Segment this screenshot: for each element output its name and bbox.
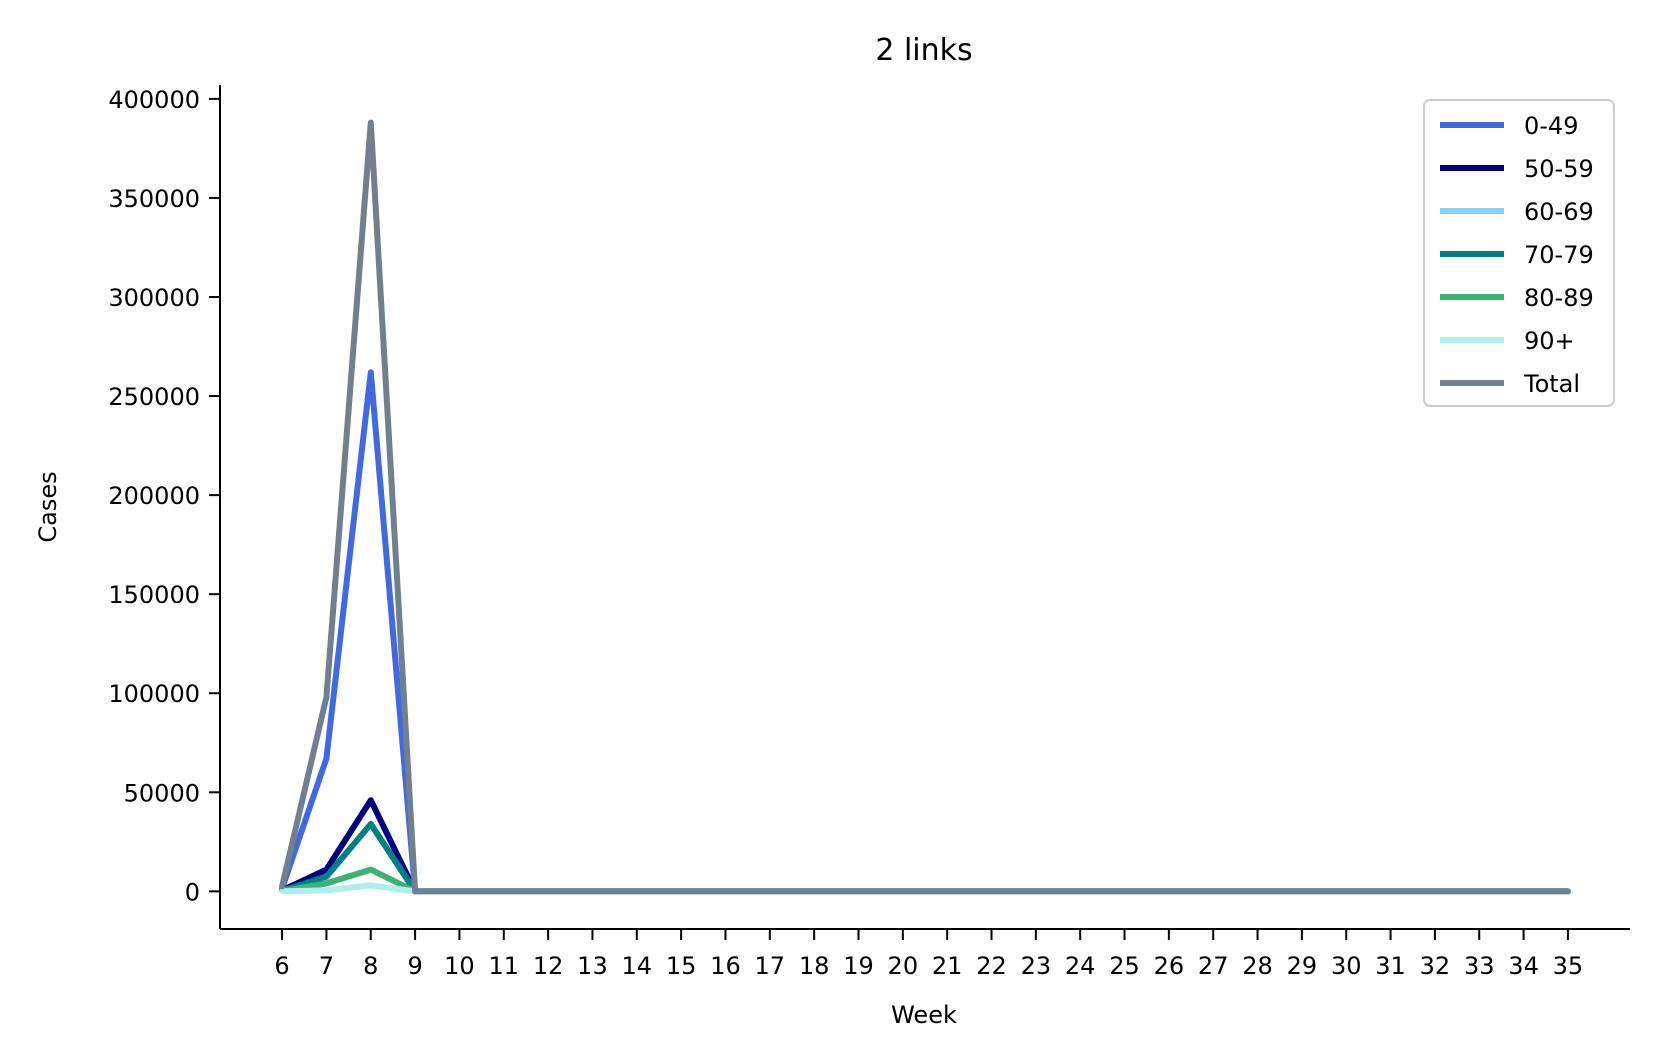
x-tick-label: 10	[444, 952, 475, 980]
x-tick-label: 12	[533, 952, 564, 980]
x-tick-label: 8	[363, 952, 378, 980]
legend: 0-49 50-59 60-69 70-79 80-89 90+ Total	[1423, 99, 1615, 407]
y-tick-label: 350000	[108, 185, 200, 213]
y-tick-label: 400000	[108, 86, 200, 114]
x-tick-label: 30	[1331, 952, 1362, 980]
legend-label: 70-79	[1524, 241, 1594, 269]
x-tick-label: 33	[1464, 952, 1495, 980]
legend-label: 80-89	[1524, 284, 1594, 312]
x-tick-label: 34	[1508, 952, 1539, 980]
x-tick-label: 32	[1420, 952, 1451, 980]
x-tick-label: 23	[1021, 952, 1052, 980]
x-tick-label: 13	[577, 952, 608, 980]
x-tick-label: 29	[1287, 952, 1318, 980]
series-layer	[279, 119, 1571, 895]
x-axis-label: Week	[891, 1001, 957, 1029]
legend-label: 50-59	[1524, 155, 1594, 183]
y-tick-label: 0	[185, 878, 200, 906]
x-tick-label: 15	[666, 952, 697, 980]
series-line-80-89	[279, 866, 1571, 895]
y-axis-label: Cases	[34, 471, 62, 542]
legend-label: 0-49	[1524, 112, 1578, 140]
x-tick-label: 21	[932, 952, 963, 980]
legend-label: 60-69	[1524, 198, 1594, 226]
legend-label: Total	[1523, 370, 1580, 398]
plot-area: 0 50000 100000 150000 200000 250000 300000 3500…	[108, 85, 1630, 980]
x-tick-label: 14	[622, 952, 653, 980]
y-tick-label: 200000	[108, 482, 200, 510]
series-line-50-59	[279, 797, 1571, 895]
x-tick-label: 6	[274, 952, 289, 980]
x-tick-label: 18	[799, 952, 830, 980]
chart-title: 2 links	[875, 33, 972, 68]
legend-label: 90+	[1524, 327, 1575, 355]
x-tick-label: 31	[1375, 952, 1406, 980]
y-tick-label: 300000	[108, 284, 200, 312]
x-tick-label: 9	[407, 952, 422, 980]
y-tick-label: 150000	[108, 581, 200, 609]
x-tick-label: 35	[1553, 952, 1584, 980]
x-tick-label: 11	[489, 952, 520, 980]
legend-items: 0-49 50-59 60-69 70-79 80-89 90+ Total	[1440, 112, 1594, 398]
series-line-total	[279, 119, 1571, 895]
x-tick-label: 19	[843, 952, 874, 980]
x-tick-label: 25	[1109, 952, 1140, 980]
x-tick-label: 17	[755, 952, 786, 980]
x-tick-label: 26	[1154, 952, 1185, 980]
series-line-60-69	[279, 821, 1571, 895]
x-tick-label: 27	[1198, 952, 1229, 980]
y-tick-label: 250000	[108, 383, 200, 411]
x-tick-label: 16	[710, 952, 741, 980]
series-line-70-79	[279, 821, 1571, 895]
x-tick-label: 22	[976, 952, 1007, 980]
x-tick-label: 7	[319, 952, 334, 980]
x-tick-label: 28	[1242, 952, 1273, 980]
y-tick-label: 50000	[124, 779, 200, 807]
y-tick-label: 100000	[108, 680, 200, 708]
x-tick-label: 24	[1065, 952, 1096, 980]
legend-frame	[1423, 99, 1615, 407]
x-ticks: 6 7 8 9 10 11 12 13 14 15 16 17 18 19 20 21 22 23 24 25 26 27…	[274, 929, 1583, 980]
x-tick-label: 20	[888, 952, 919, 980]
y-ticks: 0 50000 100000 150000 200000 250000 300000 3500…	[108, 86, 220, 906]
series-line-0-49	[279, 369, 1571, 895]
